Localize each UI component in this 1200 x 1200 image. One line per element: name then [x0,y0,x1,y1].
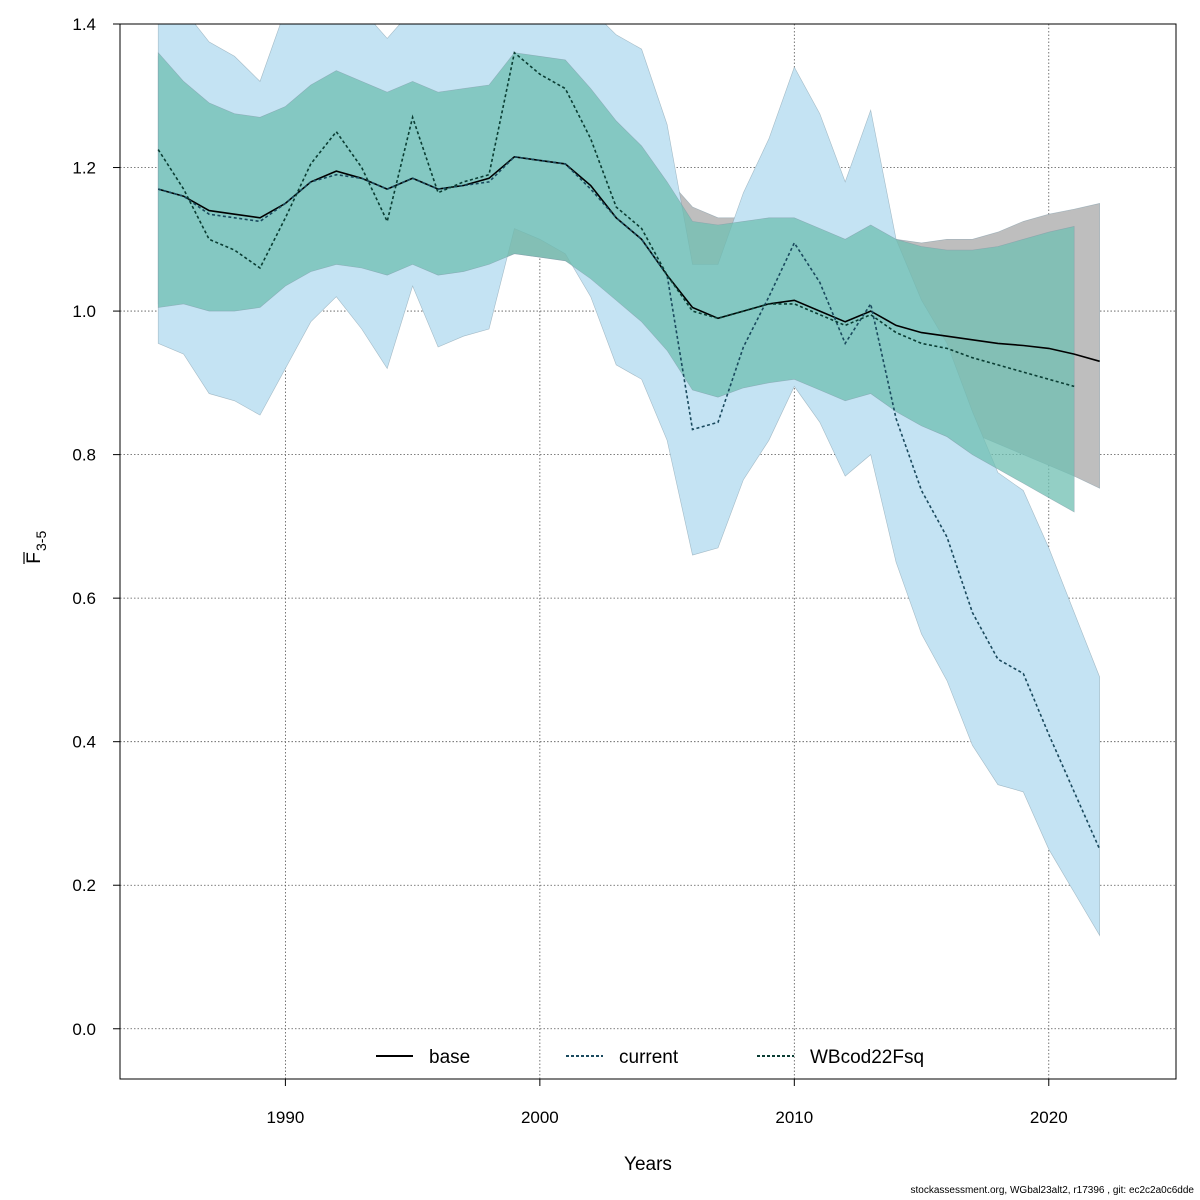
axes: 1990 2000 2010 2020 0.0 0.2 0.4 0.6 0.8 1.0 1.2 1.4 [72,15,1067,1127]
y-tick-label: 1.4 [72,15,96,34]
band-wbcod22fsq [157,51,1075,513]
y-tick-label: 0.6 [72,589,96,608]
y-tick-label: 0.8 [72,446,96,465]
y-tick-label: 0.0 [72,1020,96,1039]
confidence-bands [157,24,1100,937]
legend-label-current: current [619,1047,679,1068]
y-tick-label: 0.2 [72,876,96,895]
x-axis-title: Years [624,1154,672,1175]
x-tick-label: 2000 [521,1108,559,1127]
y-tick-label: 0.4 [72,733,96,752]
legend-label-wbcod22fsq: WBcod22Fsq [810,1047,924,1068]
plot-frame [119,23,1177,1080]
y-axis-title-subscript: 3-5 [33,531,49,551]
legend-label-base: base [429,1047,470,1068]
series-lines [157,51,1101,850]
legend: base current WBcod22Fsq [376,1047,924,1068]
y-tick-label: 1.0 [72,302,96,321]
x-tick-label: 1990 [266,1108,304,1127]
y-axis-title-main: F [24,552,45,564]
y-tick-label: 1.2 [72,159,96,178]
footer-credit: stockassessment.org, WGbal23alt2, r17396… [910,1185,1195,1196]
line-current [157,155,1101,850]
y-axis-title: F 3-5 [23,531,49,564]
line-wbcod22fsq [157,51,1075,388]
x-tick-label: 2020 [1030,1108,1068,1127]
x-tick-label: 2010 [775,1108,813,1127]
